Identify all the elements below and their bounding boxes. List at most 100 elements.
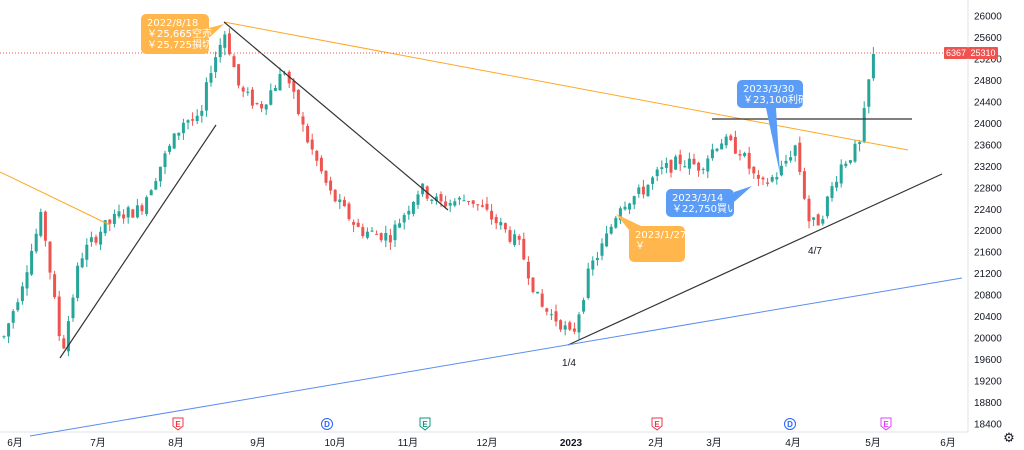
annotation-callout[interactable]: 2023/3/14￥22,750買い <box>666 186 752 217</box>
candle-up <box>784 154 788 167</box>
candle-up <box>457 196 461 205</box>
candle-up <box>600 238 604 261</box>
y-tick-label: 18800 <box>974 398 1002 409</box>
candle-up <box>407 205 411 220</box>
candle-up <box>393 220 397 248</box>
dividend-badge[interactable]: D <box>321 418 333 430</box>
last-price-label: 25310 <box>970 48 995 58</box>
candle-down <box>802 167 806 201</box>
candle-down <box>140 203 144 215</box>
candle-up <box>149 189 153 196</box>
y-tick-label: 25600 <box>974 33 1002 44</box>
candle-up <box>163 150 167 175</box>
candle-up <box>181 118 185 140</box>
candle-up <box>821 215 825 226</box>
candle-up <box>867 78 871 114</box>
candle-down <box>191 112 195 126</box>
candle-up <box>177 132 181 141</box>
earnings-badge[interactable]: E <box>172 417 184 431</box>
candle-down <box>476 204 480 211</box>
candle-up <box>209 65 213 87</box>
y-tick-label: 20000 <box>974 334 1002 345</box>
candle-down <box>747 146 751 175</box>
candle-down <box>315 149 319 167</box>
annotation-line: ￥22,750買い <box>672 203 737 215</box>
candle-up <box>154 178 158 191</box>
point-label: 4/7 <box>808 246 822 257</box>
candle-down <box>669 159 673 178</box>
candle-down <box>375 230 379 235</box>
candle-down <box>287 70 291 89</box>
candle-up <box>186 119 190 130</box>
candle-up <box>273 85 277 92</box>
candle-up <box>618 206 622 224</box>
candle-up <box>609 223 613 235</box>
candle-down <box>503 222 507 233</box>
annotation-callout[interactable]: 2023/3/30￥23,100利確 <box>737 80 808 174</box>
candle-down <box>342 196 346 207</box>
candle-up <box>384 225 388 248</box>
candle-up <box>812 217 816 227</box>
x-tick-label: 6月 <box>7 437 23 449</box>
candle-down <box>292 77 296 99</box>
candle-down <box>260 100 264 113</box>
candle-down <box>485 196 489 212</box>
candle-up <box>655 166 659 182</box>
dividend-badge[interactable]: D <box>784 418 796 430</box>
candle-up <box>549 308 553 320</box>
gear-icon[interactable]: ⚙ <box>1003 431 1015 446</box>
candle-down <box>241 85 245 98</box>
annotation-callout[interactable]: 2023/1/27￥ <box>616 214 686 262</box>
candle-down <box>296 89 300 116</box>
candle-down <box>306 123 310 144</box>
candle-up <box>76 262 80 302</box>
candle-down <box>250 87 254 109</box>
candle-up <box>71 294 75 322</box>
svg-text:E: E <box>654 420 660 429</box>
candle-down <box>352 219 356 233</box>
point-label: 1/4 <box>562 358 576 369</box>
candle-up <box>416 190 420 209</box>
candle-up <box>338 193 342 210</box>
svg-text:E: E <box>422 420 428 429</box>
candle-up <box>462 194 466 202</box>
candle-up <box>628 202 632 214</box>
earnings-badge[interactable]: E <box>651 417 663 431</box>
candle-up <box>16 298 20 312</box>
candle-down <box>545 307 549 316</box>
y-tick-label: 22800 <box>974 183 1002 194</box>
candle-up <box>411 201 415 217</box>
x-tick-label: 2月 <box>648 437 664 449</box>
candle-down <box>379 232 383 243</box>
earnings-badge[interactable]: E <box>880 417 892 431</box>
candle-up <box>269 83 273 106</box>
candle-up <box>582 297 586 314</box>
candle-up <box>126 205 130 224</box>
candle-down <box>733 130 737 155</box>
candle-down <box>347 201 351 221</box>
candle-down <box>329 176 333 195</box>
candle-up <box>706 155 710 179</box>
candle-down <box>319 155 323 174</box>
candle-up <box>398 218 402 229</box>
earnings-badge[interactable]: E <box>419 417 431 431</box>
x-tick-label: 4月 <box>785 437 801 449</box>
annotation-line: 2022/8/18 <box>147 18 198 29</box>
candle-up <box>30 243 34 277</box>
candle-up <box>715 147 719 153</box>
annotation-callout[interactable]: 2022/8/18￥25,665空売￥25,725損切 <box>141 14 224 54</box>
last-price-tag <box>968 47 998 60</box>
candle-up <box>830 182 834 202</box>
candle-down <box>540 289 544 308</box>
candle-up <box>168 143 172 155</box>
x-tick-label: 5月 <box>865 437 881 449</box>
candle-up <box>112 209 116 228</box>
candle-up <box>246 87 250 96</box>
annotation-line: 2023/3/14 <box>672 193 723 204</box>
candle-up <box>264 104 268 116</box>
y-tick-label: 21600 <box>974 248 1002 259</box>
candle-up <box>365 227 369 240</box>
candle-up <box>710 143 714 161</box>
candle-down <box>356 218 360 228</box>
